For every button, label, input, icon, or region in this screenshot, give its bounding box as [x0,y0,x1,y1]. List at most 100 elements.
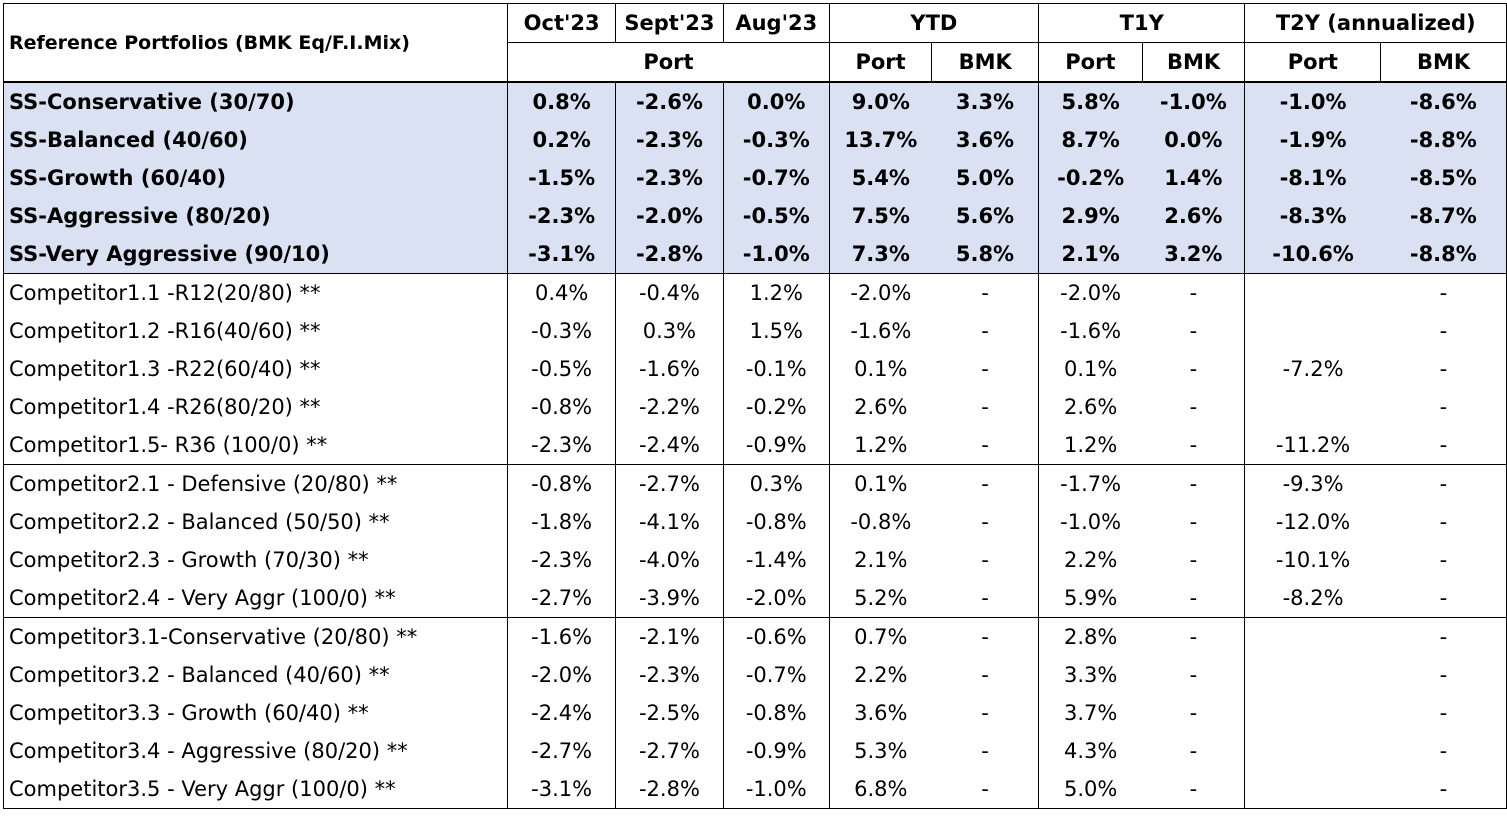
value-cell: -2.7% [615,732,724,770]
value-cell: - [1380,732,1507,770]
value-cell: -1.0% [723,770,830,809]
value-cell: 9.0% [829,82,932,121]
value-cell: - [1380,694,1507,732]
portfolio-name: Competitor3.1-Conservative (20/80) ** [2,617,509,656]
value-cell: - [1142,464,1246,503]
value-cell: -0.7% [723,159,830,197]
table-body: SS-Conservative (30/70) 0.8% -2.6% 0.0% 9.0%… [2,82,1507,809]
value-cell: -3.1% [507,770,617,809]
value-cell: -2.4% [507,694,617,732]
subheader-port-monthly: Port [507,42,830,83]
value-cell: - [931,656,1040,694]
value-cell: -1.5% [507,159,617,197]
value-cell: 0.1% [854,357,908,381]
portfolio-name: SS-Aggressive (80/20) [2,197,509,235]
table-row: SS-Conservative (30/70) 0.8% -2.6% 0.0% 9.0%… [2,82,1507,121]
value-cell: 2.8% [1063,625,1118,649]
value-cell: -8.5% [1380,159,1507,197]
portfolio-name: Competitor1.4 -R26(80/20) ** [2,388,509,426]
value-cell: -2.8% [615,235,724,274]
value-cell: - [1380,312,1507,350]
value-cell: -1.6% [1060,319,1122,343]
value-cell [1244,770,1381,809]
value-cell [1245,618,1381,657]
table-row: Competitor3.4 - Aggressive (80/20) ** -2.… [2,732,1507,770]
table-row: Competitor3.1-Conservative (20/80) ** -1.… [2,617,1507,657]
value-cell [1245,694,1381,732]
value-cell: -0.4% [615,273,724,312]
value-cell: 3.6% [854,701,908,725]
value-cell: 5.4% [829,159,932,197]
portfolio-name: Competitor3.2 - Balanced (40/60) ** [2,656,509,694]
value-cell: -0.6% [723,617,830,656]
returns-table: Reference Portfolios (BMK Eq/F.I.Mix) Oc… [2,3,1507,809]
portfolio-name: Competitor1.1 -R12(20/80) ** [2,273,509,312]
value-cell: -10.6% [1244,235,1381,274]
portfolio-name: Competitor2.3 - Growth (70/30) ** [2,541,509,579]
table-row: Competitor2.1 - Defensive (20/80) ** -0.8… [2,464,1507,503]
subheader-ytd-port: Port [829,42,933,83]
value-cell: - [931,350,1040,388]
value-cell: 0.0% [1142,121,1246,159]
value-cell: -0.8% [507,464,617,503]
value-cell: -8.7% [1380,197,1507,235]
value-cell: 5.6% [931,197,1040,235]
value-cell: 0.0% [723,82,830,121]
value-cell: -2.4% [615,426,724,465]
portfolio-name: Competitor3.3 - Growth (60/40) ** [2,694,509,732]
value-cell: - [1380,388,1507,426]
value-cell: 5.3% [854,739,908,763]
value-cell: - [1142,770,1246,809]
value-cell: 2.2% [854,663,908,687]
value-cell: - [1380,656,1507,694]
value-cell: -0.3% [723,121,830,159]
portfolio-name: SS-Very Aggressive (90/10) [2,235,509,274]
value-cell [1245,732,1381,770]
portfolio-name: SS-Conservative (30/70) [2,82,509,121]
value-cell: -1.7% [1060,472,1122,496]
value-cell: 2.1% [1038,235,1143,274]
value-cell: 1.2% [1038,426,1143,465]
portfolio-name: Competitor1.3 -R22(60/40) ** [2,350,509,388]
value-cell: -8.2% [1244,579,1381,618]
value-cell: - [1380,464,1507,503]
value-cell: -1.6% [850,319,912,343]
table-row: SS-Balanced (40/60) 0.2% -2.3% -0.3% 13.7% 3.… [2,121,1507,159]
table-row: Competitor1.3 -R22(60/40) ** -0.5% -1.6% -0… [2,350,1507,388]
value-cell: - [1142,541,1246,579]
value-cell: - [1380,770,1507,809]
value-cell: -2.8% [615,770,724,809]
value-cell: 5.2% [829,579,932,618]
value-cell: -1.0% [1244,82,1381,121]
value-cell: - [931,541,1040,579]
value-cell: -11.2% [1244,426,1381,465]
value-cell: 2.6% [1142,197,1246,235]
portfolio-name: Competitor3.4 - Aggressive (80/20) ** [2,732,509,770]
table-header: Reference Portfolios (BMK Eq/F.I.Mix) Oc… [2,3,1507,83]
col-header-sept23: Sept'23 [615,3,724,43]
col-header-t1y: T1Y [1038,3,1246,43]
table-row: SS-Aggressive (80/20) -2.3% -2.0% -0.5% 7.5%… [2,197,1507,235]
value-cell: - [1380,541,1507,579]
table-row: Competitor1.2 -R16(40/60) ** -0.3% 0.3% 1.5… [2,312,1507,350]
value-cell: 3.6% [931,121,1040,159]
value-cell: - [931,503,1040,541]
value-cell: 4.3% [1063,739,1118,763]
value-cell: 2.9% [1038,197,1143,235]
value-cell: 1.4% [1142,159,1246,197]
value-cell: -0.3% [507,312,617,350]
value-cell: - [1380,503,1507,541]
value-cell: 3.2% [1142,235,1246,274]
table-row: Competitor2.2 - Balanced (50/50) ** -1.8%… [2,503,1507,541]
value-cell: 8.7% [1038,121,1143,159]
value-cell: - [1142,388,1246,426]
value-cell: - [1142,694,1246,732]
value-cell: - [1142,732,1246,770]
value-cell: -2.3% [615,656,724,694]
value-cell: -1.0% [723,235,830,274]
value-cell: 1.2% [723,273,830,312]
value-cell: - [1142,579,1246,618]
value-cell: 1.2% [829,426,932,465]
value-cell: -7.2% [1282,357,1344,381]
value-cell: -2.3% [507,426,617,465]
